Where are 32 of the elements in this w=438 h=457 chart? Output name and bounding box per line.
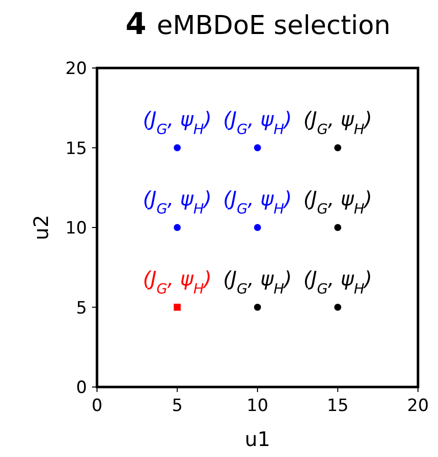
point [254,144,261,152]
annotation: (J$_{G}$, ψ$_{H}$) [142,106,212,138]
point [254,224,261,231]
point [334,224,342,231]
y-tick-label: 20 [65,59,87,79]
annotation: (J$_{G}$, ψ$_{H}$) [142,186,212,218]
text: 4 [125,7,157,42]
annotation: (J$_{G}$, ψ$_{H}$) [223,266,292,298]
point [174,144,181,152]
point [254,304,261,311]
annotation: (J$_{G}$, ψ$_{H}$) [223,106,292,138]
annotation: (J$_{G}$, ψ$_{H}$) [303,106,372,138]
x-tick-label: 20 [407,396,429,416]
annotation: (J$_{G}$, ψ$_{H}$) [223,186,292,218]
point [174,304,181,311]
x-tick-label: 10 [246,396,268,416]
point [334,144,342,152]
y-tick-label: 0 [76,378,87,398]
y-tick-label: 10 [65,218,87,238]
point [174,224,181,231]
x-tick-label: 5 [172,396,183,416]
point [334,304,342,311]
y-tick-label: 15 [65,138,87,159]
chart-title: eMBDoE selection [156,11,391,41]
annotation: (J$_{G}$, ψ$_{H}$) [303,266,372,298]
x-axis-title: u1 [244,427,270,451]
y-axis-title: u2 [29,214,53,240]
x-tick-label: 0 [92,396,102,416]
x-tick-label: 15 [326,396,349,416]
y-tick-label: 5 [76,298,87,318]
annotation: (J$_{G}$, ψ$_{H}$) [142,266,212,298]
annotation: (J$_{G}$, ψ$_{H}$) [303,186,372,218]
